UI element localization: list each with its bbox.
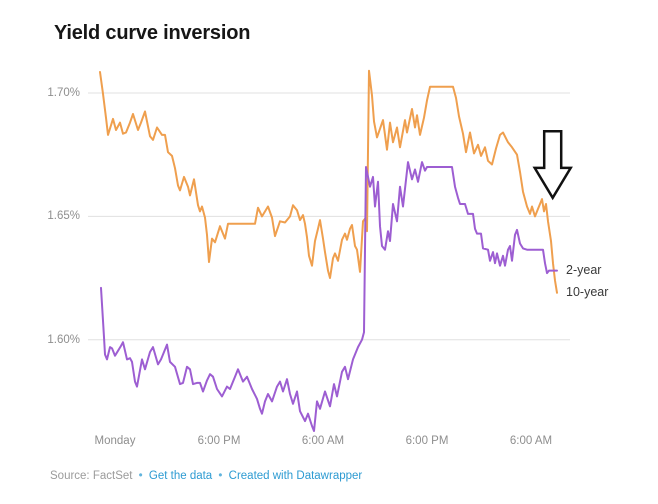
y-axis-tick-label: 1.65% bbox=[47, 210, 80, 223]
y-axis-tick-label: 1.60% bbox=[47, 333, 80, 346]
down-arrow-icon bbox=[532, 129, 573, 201]
gridlines bbox=[88, 92, 570, 341]
footer-separator: • bbox=[218, 470, 223, 482]
x-axis-tick-label: 6:00 AM bbox=[509, 435, 553, 447]
source-text: Source: FactSet bbox=[50, 470, 133, 482]
get-the-data-link[interactable]: Get the data bbox=[148, 470, 213, 482]
down-arrow-annotation-icon bbox=[532, 129, 573, 201]
line-10-year bbox=[99, 69, 558, 294]
x-axis-tick-label: 6:00 PM bbox=[405, 435, 449, 447]
series-label-2-year: 2-year bbox=[566, 262, 602, 277]
y-axis-tick-label: 1.70% bbox=[47, 87, 80, 99]
x-axis-tick-label: Monday bbox=[94, 435, 136, 447]
x-axis-tick-label: 6:00 PM bbox=[197, 435, 241, 447]
chart-title: Yield curve inversion bbox=[54, 22, 251, 44]
footer-separator: • bbox=[138, 470, 143, 482]
datawrapper-credit-link[interactable]: Created with Datawrapper bbox=[228, 470, 363, 482]
line-2-year bbox=[100, 161, 558, 432]
series-label-10-year: 10-year bbox=[566, 284, 609, 299]
x-axis-tick-label: 6:00 AM bbox=[301, 435, 345, 447]
series-lines bbox=[99, 69, 558, 432]
footer: Source: FactSet • Get the data • Created… bbox=[50, 469, 362, 484]
